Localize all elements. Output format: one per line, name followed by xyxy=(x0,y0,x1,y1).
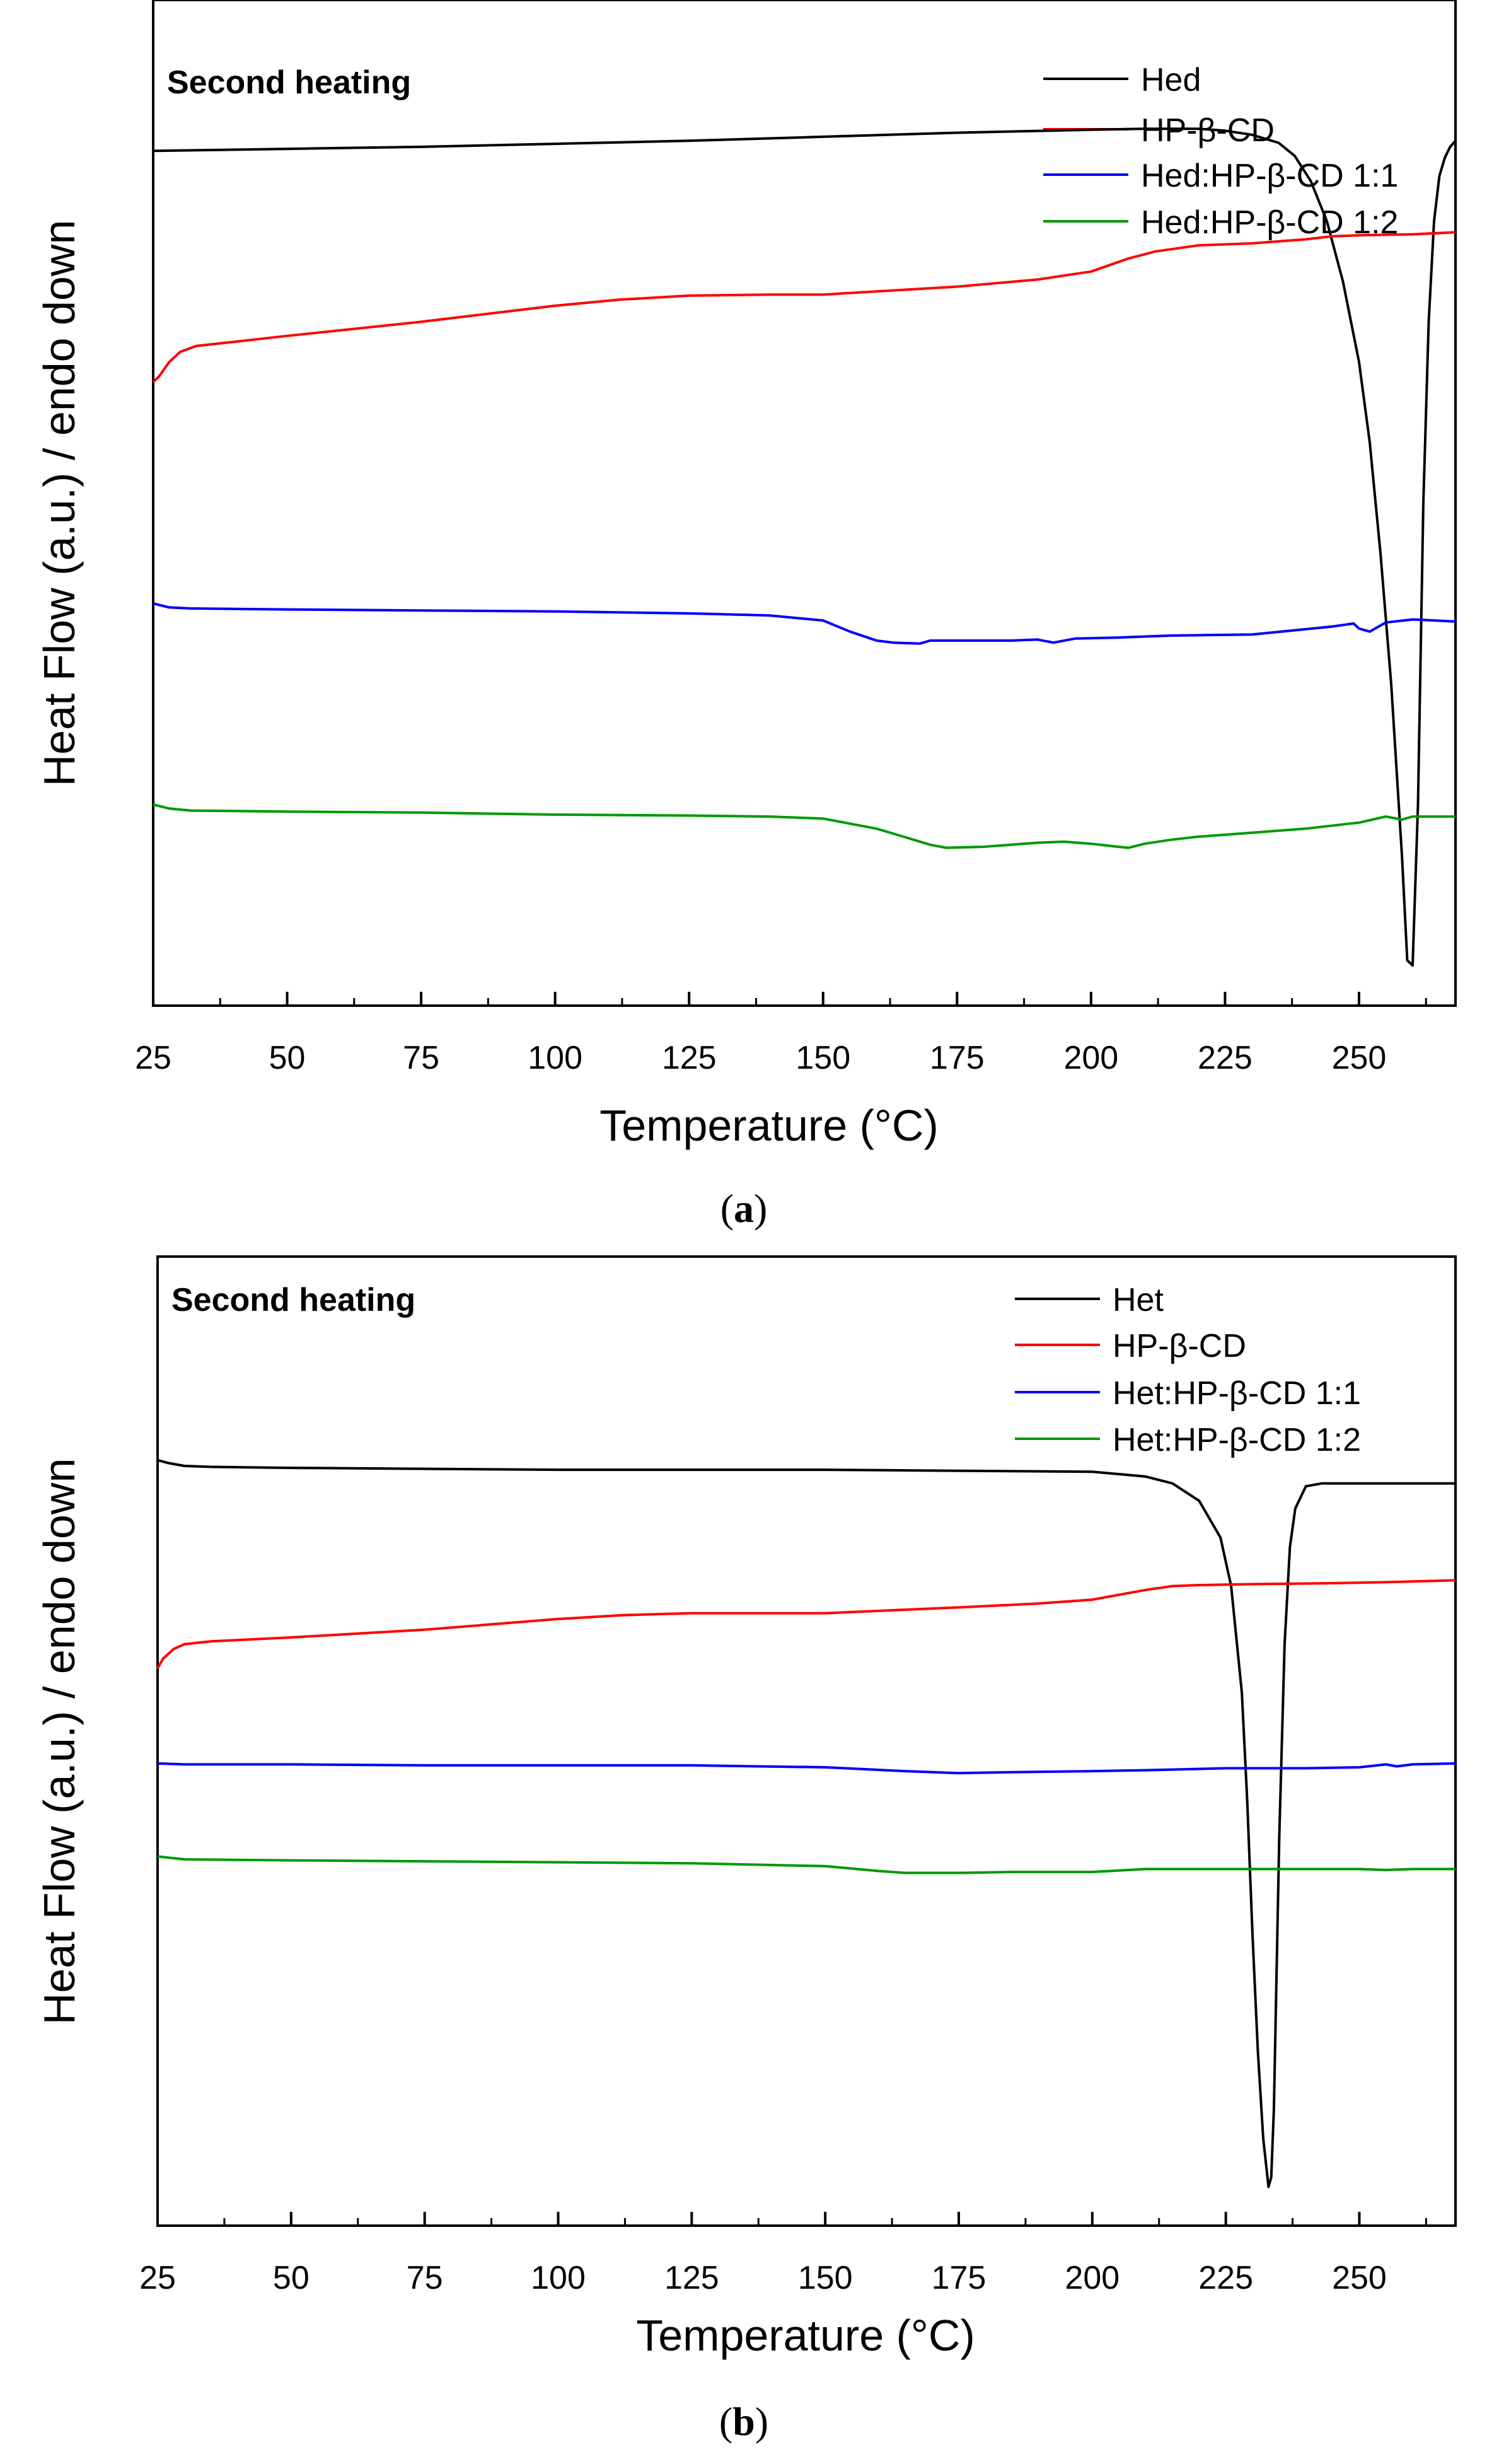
x-tick-label: 75 xyxy=(403,1040,439,1076)
y-axis-title: Heat Flow (a.u.) / endo down xyxy=(35,1458,84,2025)
x-axis-ticks: 25 50 75 100 125 150 175 200 225 250 xyxy=(135,992,1427,1076)
series-line-hp-beta-cd xyxy=(156,1579,1456,1670)
x-tick-label: 125 xyxy=(662,1040,717,1076)
x-axis-ticks: 25 50 75 100 125 150 175 200 225 250 xyxy=(139,2212,1427,2296)
y-axis-title: Heat Flow (a.u.) / endo down xyxy=(35,220,84,787)
x-tick-label: 75 xyxy=(407,2260,443,2296)
panel-heading: Second heating xyxy=(171,1282,415,1318)
legend-label-het: Het xyxy=(1113,1282,1164,1318)
panel-label-a: (a) xyxy=(720,1186,768,1231)
series-line-het xyxy=(157,1458,1455,2188)
x-tick-label: 150 xyxy=(798,2260,853,2296)
x-tick-label: 200 xyxy=(1063,1040,1118,1076)
series-line-hed xyxy=(153,127,1457,967)
series-line-hp-beta-cd xyxy=(152,231,1456,383)
x-tick-label: 200 xyxy=(1065,2260,1120,2296)
plot-area-frame xyxy=(152,0,1457,1007)
x-tick-label: 225 xyxy=(1198,2260,1253,2296)
legend-label-hp-beta-cd: HP-β-CD xyxy=(1113,1328,1246,1364)
series-line-het-hp-beta-cd-1-2 xyxy=(157,1855,1455,1874)
x-tick-label: 225 xyxy=(1198,1040,1253,1076)
x-tick-label: 25 xyxy=(139,2260,176,2296)
panel-letter: a xyxy=(734,1186,754,1231)
series-group xyxy=(156,1458,1456,2188)
series-line-het-hp-beta-cd-1-1 xyxy=(157,1762,1456,1775)
legend: Hed HP-β-CD Hed:HP-β-CD 1:1 Hed:HP-β-CD … xyxy=(1043,62,1398,241)
series-line-hed-hp-beta-cd-1-1 xyxy=(153,602,1456,645)
x-tick-label: 125 xyxy=(664,2260,719,2296)
series-line-hed-hp-beta-cd-1-2 xyxy=(153,803,1455,849)
panel-a: Second heating Hed HP-β-CD Hed:HP-β-CD 1… xyxy=(35,0,1457,1231)
x-tick-label: 175 xyxy=(932,2260,987,2296)
x-axis-title: Temperature (°C) xyxy=(599,1101,939,1150)
legend-label-hed-1-1: Hed:HP-β-CD 1:1 xyxy=(1141,158,1398,194)
x-tick-label: 250 xyxy=(1332,2260,1387,2296)
series-group xyxy=(152,127,1457,967)
x-tick-label: 25 xyxy=(135,1040,171,1076)
x-tick-label: 100 xyxy=(528,1040,582,1076)
x-tick-label: 100 xyxy=(531,2260,586,2296)
legend-label-het-1-1: Het:HP-β-CD 1:1 xyxy=(1113,1375,1361,1412)
x-tick-label: 175 xyxy=(930,1040,985,1076)
panel-letter: b xyxy=(732,2399,755,2444)
legend: Het HP-β-CD Het:HP-β-CD 1:1 Het:HP-β-CD … xyxy=(1015,1282,1361,1458)
panel-label-b: (b) xyxy=(719,2399,768,2444)
x-tick-label: 50 xyxy=(273,2260,310,2296)
x-tick-label: 50 xyxy=(269,1040,306,1076)
x-tick-label: 250 xyxy=(1332,1040,1387,1076)
legend-label-het-1-2: Het:HP-β-CD 1:2 xyxy=(1113,1422,1361,1458)
x-axis-title: Temperature (°C) xyxy=(636,2311,975,2360)
x-tick-label: 150 xyxy=(796,1040,850,1076)
plot-area-frame xyxy=(156,1255,1457,2227)
panel-b: Second heating Het HP-β-CD Het:HP-β-CD 1… xyxy=(35,1255,1457,2444)
legend-label-hed: Hed xyxy=(1141,62,1201,98)
panel-heading: Second heating xyxy=(167,64,411,101)
